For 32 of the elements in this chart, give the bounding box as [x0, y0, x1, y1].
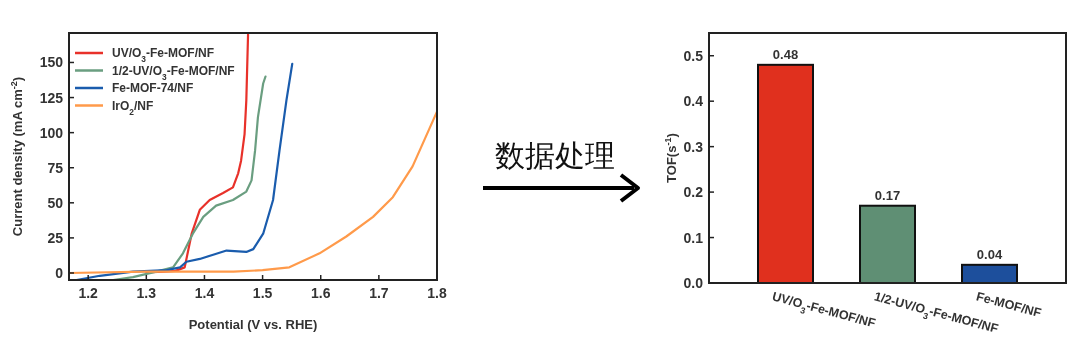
data-label: 0.04 — [976, 246, 1003, 262]
y-tick-label: 0.3 — [683, 138, 704, 155]
y-tick-label: 75 — [47, 159, 64, 176]
x-tick-label: 1.6 — [310, 285, 331, 301]
bar — [859, 204, 916, 284]
x-tick-label: 1.5 — [252, 285, 273, 301]
y-tick-label: 100 — [39, 124, 64, 141]
y-tick-label: 0 — [55, 264, 64, 281]
legend-label: 1/2-UV/O$_{3}$-Fe-MOF/NF — [112, 63, 235, 82]
y-tick-label: 0.2 — [683, 184, 704, 201]
x-tick-label: 1.3 — [136, 285, 157, 301]
legend-label: UV/O$_{3}$-Fe-MOF/NF — [112, 46, 215, 64]
y-tick-label: 25 — [47, 229, 64, 246]
legend-label: Fe-MOF-74/NF — [112, 81, 194, 95]
x-tick-label: 1.7 — [369, 285, 389, 301]
data-label: 0.17 — [874, 187, 901, 203]
bar — [757, 63, 814, 284]
bar — [961, 263, 1018, 284]
text: 数据处理 — [495, 138, 615, 173]
y-tick-label: 0.0 — [683, 275, 704, 291]
data-label: 0.48 — [772, 46, 799, 62]
x-axis-title: Potential (V vs. RHE) — [188, 317, 318, 332]
y-tick-label: 50 — [47, 194, 64, 211]
y-tick-label: 125 — [39, 89, 64, 106]
y-tick-label: 150 — [39, 54, 64, 71]
x-tick-label: 1.8 — [427, 285, 447, 301]
y-tick-label: 0.1 — [683, 229, 704, 246]
legend-label: IrO$_{2}$/NF — [112, 98, 154, 117]
x-tick-label: 1.4 — [194, 285, 215, 301]
x-tick-label: 1.2 — [78, 285, 99, 301]
y-tick-label: 0.4 — [683, 93, 704, 110]
y-tick-label: 0.5 — [683, 47, 704, 64]
